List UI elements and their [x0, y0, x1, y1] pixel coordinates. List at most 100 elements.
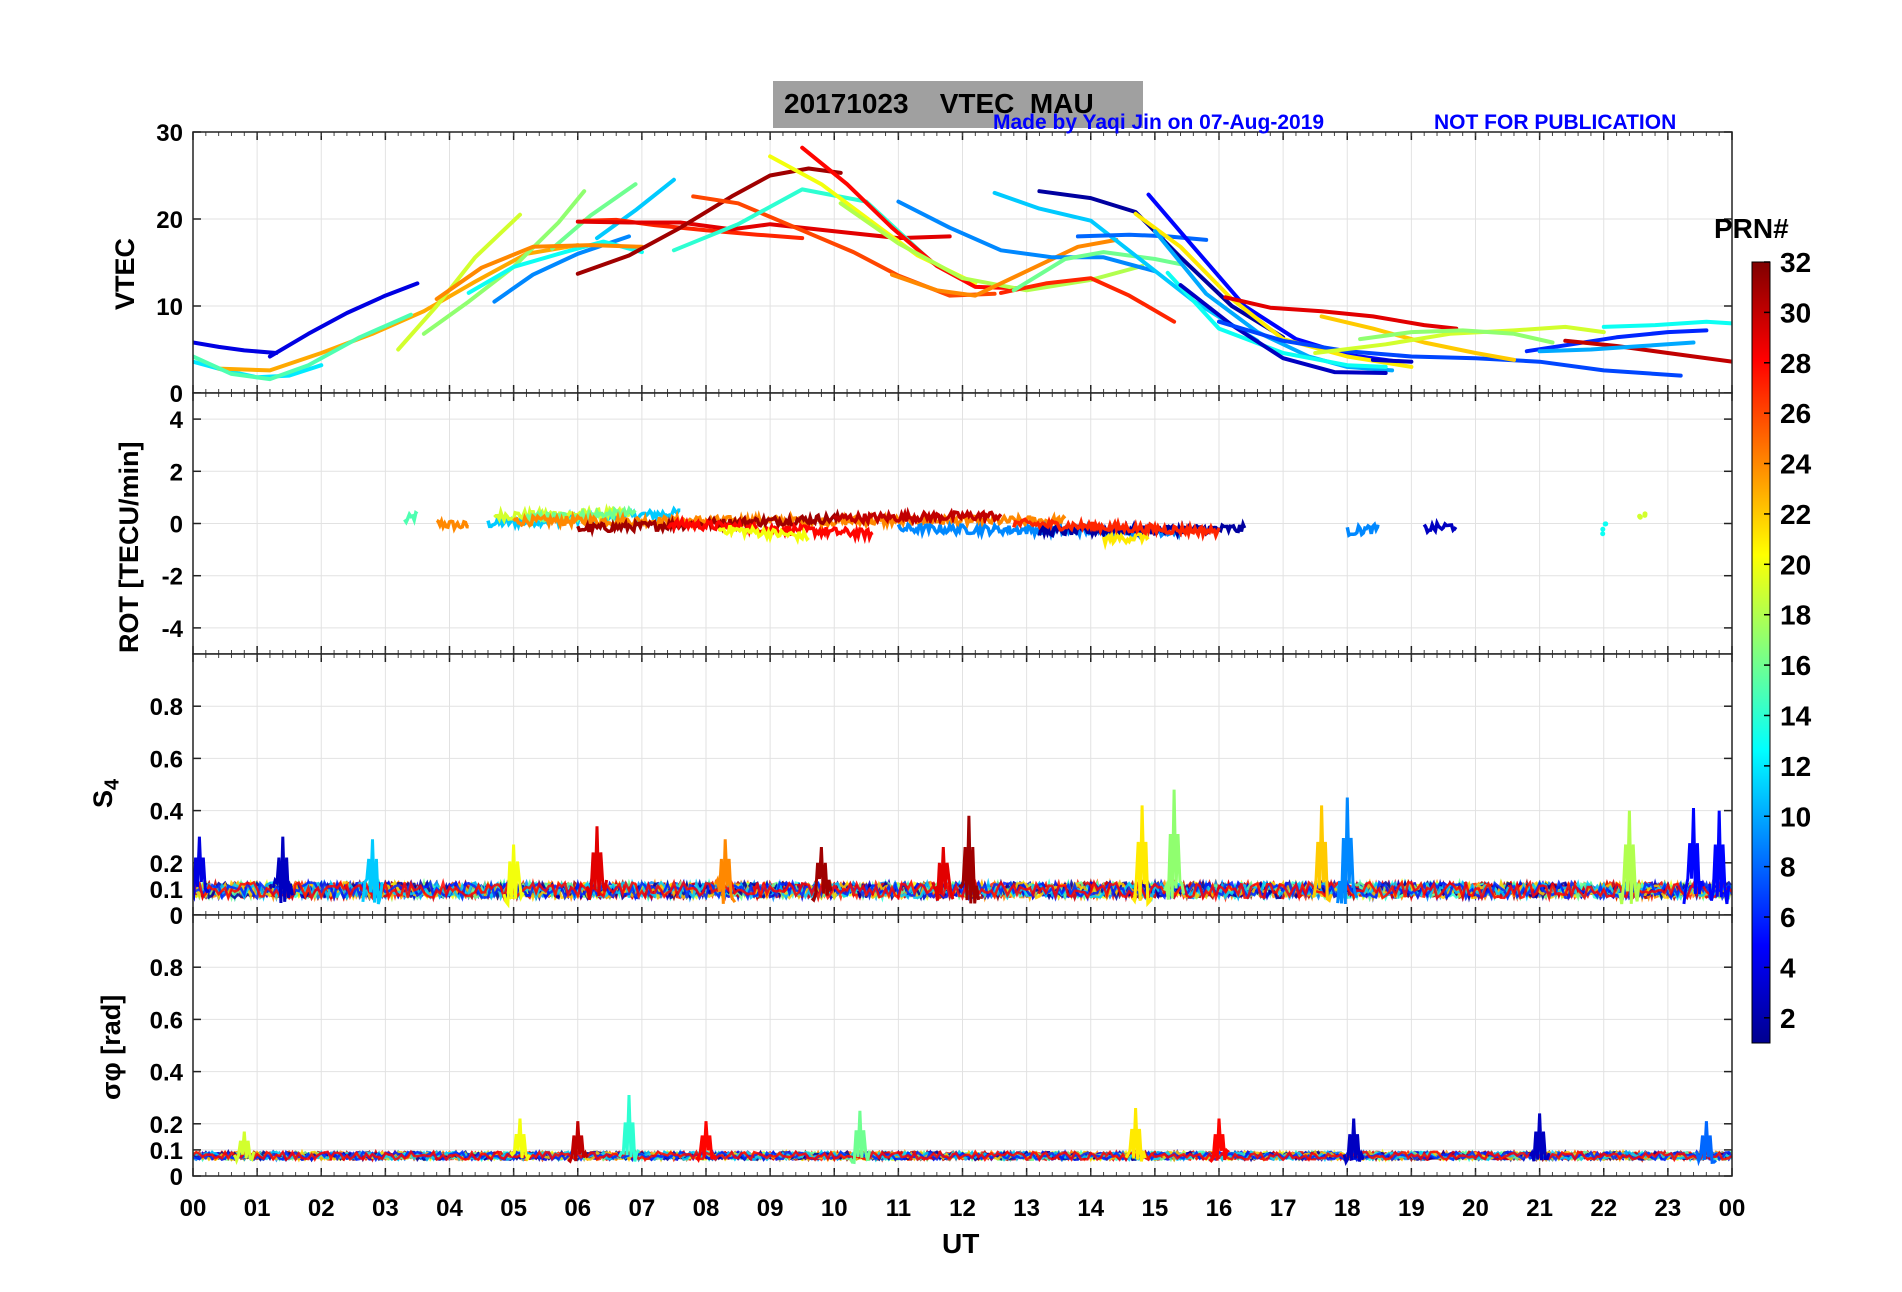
vtec-series-prn7 — [1217, 319, 1683, 378]
vtec-series-prn4 — [193, 340, 279, 355]
x-tick-label: 11 — [886, 1195, 911, 1222]
rot-trace-prn15 — [403, 510, 419, 526]
y-tick-label: 0 — [170, 512, 183, 539]
s4-trace-prn28 — [193, 877, 1732, 903]
vtec-series-prn15 — [193, 312, 413, 382]
s4-peak-prn5 — [1682, 807, 1705, 905]
s4-peak-prn29 — [585, 826, 609, 900]
s4-peak-prn31 — [958, 815, 980, 904]
x-axis-label: UT — [942, 1228, 980, 1259]
sigma-phi-peak-prn3 — [1342, 1118, 1365, 1167]
colorbar-tick-label: 12 — [1780, 751, 1811, 782]
rot-point-prn13 — [1600, 531, 1606, 537]
y-tick-label: 10 — [156, 294, 183, 321]
x-tick-label: 00 — [180, 1195, 207, 1222]
x-tick-label: 23 — [1655, 1195, 1682, 1222]
x-tick-label: 16 — [1206, 1195, 1233, 1222]
y-tick-label: 0.2 — [150, 1112, 183, 1139]
colorbar-tick-label: 20 — [1780, 549, 1811, 580]
s4-peak-prn11 — [361, 839, 384, 905]
s4-peak-prn18 — [1618, 810, 1641, 905]
s4-data — [193, 789, 1732, 909]
rot-trace-prn24 — [435, 515, 469, 534]
vtec-panel: 0 10 20 30 — [156, 120, 1733, 408]
x-tick-label: 10 — [821, 1195, 848, 1222]
s4-peak-prn17 — [1163, 789, 1186, 900]
vtec-series-prn24 — [890, 237, 1119, 298]
y-tick-label: 0.1 — [150, 877, 183, 904]
x-tick-label: 20 — [1462, 1195, 1489, 1222]
vtec-axis-label: VTEC — [110, 237, 140, 310]
s4-peak-prn21 — [1131, 805, 1154, 908]
colorbar-tick-label: 8 — [1780, 852, 1796, 883]
colorbar-tick-label: 30 — [1780, 297, 1811, 328]
y-tick-label: 0 — [170, 1164, 183, 1191]
s4-peak-prn22 — [1311, 805, 1333, 903]
rot-panel: -4 -2 0 2 4 — [162, 392, 1733, 655]
sigma-phi-peak-prn28 — [1208, 1118, 1230, 1164]
sigma-phi-axes-frame — [192, 914, 1733, 1177]
vtec-series-prn26 — [691, 194, 997, 298]
title-box — [773, 81, 1143, 128]
vtec-series-prn31 — [575, 166, 843, 276]
colorbar-tick-label: 2 — [1780, 1003, 1796, 1034]
vtec-series-prn30 — [1563, 338, 1732, 364]
s4-peak-prn5 — [1708, 810, 1731, 905]
rot-point-prn13 — [1602, 521, 1608, 527]
vtec-series-prn4 — [267, 281, 420, 359]
vtec-series-prn6 — [1524, 328, 1709, 354]
x-tick-label: 18 — [1334, 1195, 1361, 1222]
s4-peak-prn31 — [810, 847, 833, 903]
vtec-series-prn22 — [1319, 314, 1516, 362]
y-tick-label: 20 — [156, 207, 183, 234]
sigma-phi-peak-prn30 — [567, 1121, 589, 1164]
rot-data — [403, 503, 1648, 551]
sigma-phi-peak-prn19 — [233, 1131, 256, 1165]
vtec-series-prn29 — [1223, 295, 1459, 331]
x-tick-label: 17 — [1270, 1195, 1297, 1222]
s4-peak-prn29 — [932, 847, 955, 901]
vtec-series-prn16 — [1011, 250, 1183, 293]
rot-trace-prn27 — [1012, 515, 1221, 542]
sigma-phi-peak-prn14 — [618, 1095, 640, 1162]
x-tick-label: 09 — [757, 1195, 784, 1222]
x-tick-label: 02 — [308, 1195, 335, 1222]
vtec-series-prn3 — [1178, 283, 1388, 375]
rot-axis-label: ROT [TECU/min] — [114, 441, 144, 653]
s4-peak-prn3 — [271, 836, 294, 903]
x-tick-label: 12 — [949, 1195, 976, 1222]
vtec-series-prn28 — [800, 145, 1029, 291]
x-tick-label: 22 — [1590, 1195, 1617, 1222]
vtec-series-prn13 — [1601, 319, 1732, 329]
x-tick-label: 00 — [1719, 1195, 1746, 1222]
sigma-phi-peak-prn28 — [695, 1121, 717, 1164]
rot-trace-prn30 — [832, 506, 1003, 527]
sigma-phi-peak-prn8 — [1695, 1121, 1718, 1167]
vtec-series-prn11 — [992, 190, 1260, 343]
vtec-series-prn13 — [1165, 270, 1388, 369]
x-tick-label: 04 — [436, 1195, 463, 1222]
rot-point-prn19 — [1642, 511, 1648, 517]
vtec-series-prn3 — [1370, 357, 1414, 364]
rot-trace-prn31 — [576, 508, 842, 538]
made-by-note: Made by Yaqi Jin on 07-Aug-2019 — [993, 111, 1325, 134]
x-tick-label: 08 — [693, 1195, 720, 1222]
vtec-series-prn24 — [434, 243, 644, 301]
y-tick-label: 4 — [170, 407, 184, 434]
colorbar-label: PRN# — [1714, 213, 1789, 244]
y-tick-label: 30 — [156, 120, 183, 147]
figure-title: 20171023 VTEC MAU — [784, 88, 1094, 119]
rot-trace-prn28 — [666, 514, 874, 545]
rot-trace-prn9 — [1345, 521, 1380, 538]
vtec-series-prn9 — [896, 199, 1157, 274]
colorbar-tick-label: 16 — [1780, 650, 1811, 681]
vtec-series-prn17 — [1358, 328, 1555, 345]
vtec-series-prn11 — [595, 177, 676, 241]
y-tick-label: 0.8 — [150, 955, 183, 982]
s4-peak-prn20 — [502, 844, 525, 909]
y-tick-label: 0.6 — [150, 746, 183, 773]
y-tick-label: 2 — [170, 459, 183, 486]
sigma-phi-trace-prn28 — [193, 1149, 1732, 1163]
rot-trace-prn21 — [1101, 526, 1150, 551]
